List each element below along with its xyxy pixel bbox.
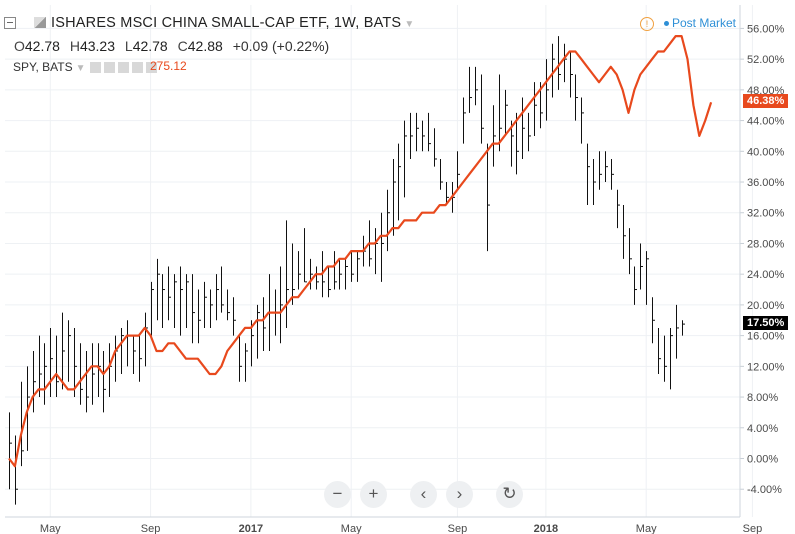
- y-tick-label: 36.00%: [747, 177, 785, 189]
- settings-icon[interactable]: [104, 62, 115, 74]
- post-market-indicator[interactable]: ! Post Market: [640, 16, 736, 31]
- source-icon[interactable]: [118, 62, 129, 74]
- status-dot-icon: [664, 21, 669, 27]
- close-value: 42.88: [187, 38, 223, 54]
- low-value: 42.78: [132, 38, 168, 54]
- change-value: +0.09 (+0.22%): [232, 38, 330, 54]
- x-tick-label: 2018: [534, 523, 558, 534]
- y-tick-label: 4.00%: [747, 423, 778, 435]
- y-axis: 56.00% 52.00% 48.00% 44.00% 40.00% 36.00% 32.0…: [740, 23, 785, 496]
- y-tick-label: 0.00%: [747, 454, 778, 466]
- scroll-back-button[interactable]: ‹: [410, 481, 437, 508]
- y-tick-label: 48.00%: [747, 85, 785, 97]
- spy-last-value-tag: 46.38%: [743, 94, 789, 109]
- high-value: 43.23: [79, 38, 115, 54]
- high-label: H: [69, 38, 80, 54]
- open-value: 42.78: [24, 38, 60, 54]
- symbol-flag-icon: [34, 17, 46, 28]
- zoom-in-button[interactable]: +: [360, 481, 387, 508]
- chevron-down-icon[interactable]: ▼: [75, 63, 86, 74]
- ishares-ohlc-bars: [9, 36, 685, 505]
- chevron-down-icon[interactable]: ▼: [404, 19, 415, 30]
- low-label: L: [124, 38, 133, 54]
- chart-title-text: ISHARES MSCI CHINA SMALL-CAP ETF, 1W, BA…: [51, 15, 402, 31]
- add-icon[interactable]: [132, 62, 143, 74]
- y-tick-label: 40.00%: [747, 146, 785, 158]
- x-axis: May Sep 2017 May Sep 2018 May Sep: [40, 523, 762, 534]
- y-tick-label: 20.00%: [747, 300, 785, 312]
- x-tick-label: 2017: [239, 523, 263, 534]
- y-tick-label: 52.00%: [747, 54, 785, 66]
- x-tick-label: May: [636, 523, 657, 534]
- open-label: O: [14, 38, 25, 54]
- collapse-legend-icon[interactable]: [4, 17, 16, 29]
- scroll-forward-button[interactable]: ›: [446, 481, 473, 508]
- last-price-tag: 17.50%: [743, 316, 789, 331]
- y-tick-label: 56.00%: [747, 23, 785, 35]
- compare-legend[interactable]: SPY, BATS ▼: [13, 60, 86, 74]
- compare-label: SPY, BATS: [13, 60, 73, 74]
- y-tick-label: 16.00%: [747, 331, 785, 343]
- spy-line-series: [8, 34, 713, 468]
- warning-icon[interactable]: !: [640, 16, 654, 31]
- x-tick-label: Sep: [743, 523, 763, 534]
- zoom-out-button[interactable]: −: [324, 481, 351, 508]
- spy-line: [8, 34, 713, 468]
- x-tick-label: May: [341, 523, 362, 534]
- compare-actions: [90, 59, 160, 77]
- y-tick-label: 44.00%: [747, 116, 785, 128]
- chart-title[interactable]: ISHARES MSCI CHINA SMALL-CAP ETF, 1W, BA…: [51, 15, 414, 31]
- reset-chart-button[interactable]: ↻: [496, 481, 523, 508]
- post-market-label: Post Market: [672, 16, 737, 30]
- x-tick-label: May: [40, 523, 61, 534]
- x-tick-label: Sep: [141, 523, 161, 534]
- y-tick-label: 12.00%: [747, 361, 785, 373]
- y-tick-label: -4.00%: [747, 484, 782, 496]
- close-label: C: [177, 38, 188, 54]
- x-tick-label: Sep: [448, 523, 468, 534]
- ohlc-readout: O42.78 H43.23 L42.78 C42.88 +0.09 (+0.22…: [14, 38, 329, 54]
- y-tick-label: 24.00%: [747, 269, 785, 281]
- compare-value: 275.12: [150, 59, 187, 73]
- eye-icon[interactable]: [90, 62, 101, 74]
- y-tick-label: 32.00%: [747, 208, 785, 220]
- y-tick-label: 28.00%: [747, 238, 785, 250]
- y-tick-label: 8.00%: [747, 392, 778, 404]
- close-icon[interactable]: [146, 62, 157, 74]
